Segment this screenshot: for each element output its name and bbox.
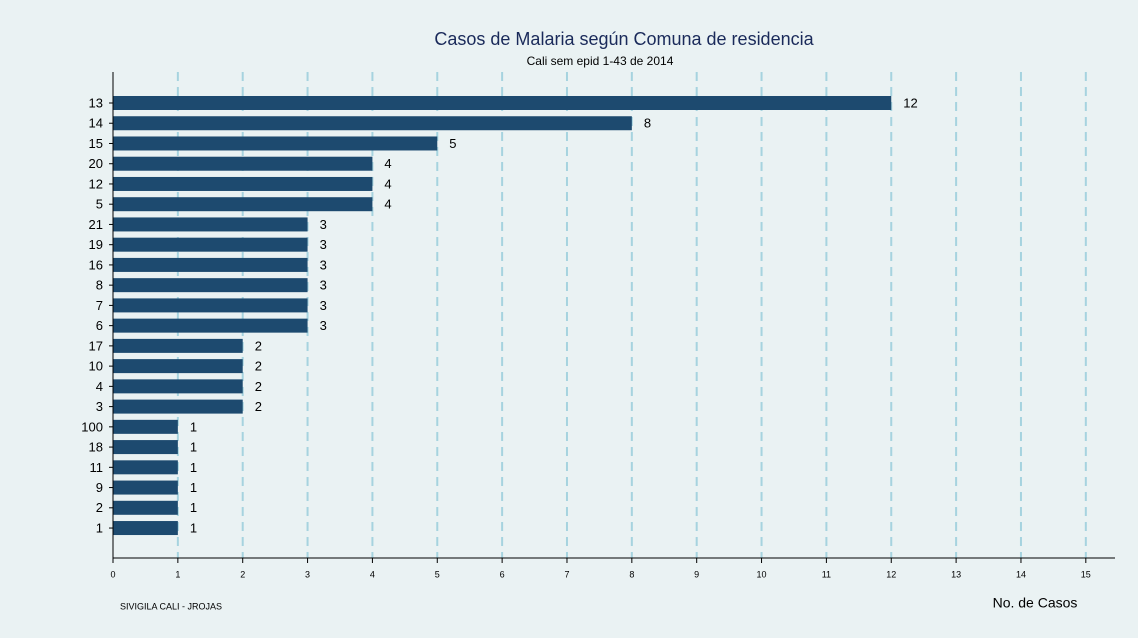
x-tick-label: 1 <box>175 569 180 579</box>
value-label: 8 <box>644 116 651 131</box>
bar <box>113 278 308 293</box>
bar <box>113 419 178 434</box>
y-tick-label: 17 <box>89 338 103 353</box>
value-label: 2 <box>255 399 262 414</box>
x-axis-label: No. de Casos <box>993 595 1078 611</box>
y-tick-label: 3 <box>96 399 103 414</box>
x-tick-label: 11 <box>822 569 831 579</box>
value-label: 2 <box>255 359 262 374</box>
value-label: 1 <box>190 440 197 455</box>
value-label: 1 <box>190 500 197 515</box>
bar <box>113 399 243 414</box>
x-tick-label: 3 <box>305 569 310 579</box>
bar <box>113 237 308 252</box>
chart-subtitle: Cali sem epid 1-43 de 2014 <box>527 54 674 68</box>
value-label: 4 <box>384 156 391 171</box>
bar <box>113 96 892 110</box>
x-tick-label: 10 <box>757 569 767 579</box>
y-tick-label: 1 <box>96 520 103 535</box>
y-tick-label: 2 <box>96 500 103 515</box>
y-tick-label: 5 <box>96 197 103 212</box>
value-label: 12 <box>903 95 917 110</box>
value-label: 1 <box>190 419 197 434</box>
y-tick-label: 9 <box>96 480 103 495</box>
bar <box>113 156 373 171</box>
source-note: SIVIGILA CALI - JROJAS <box>120 601 222 611</box>
value-label: 3 <box>320 257 327 272</box>
y-tick-label: 21 <box>89 217 103 232</box>
x-tick-label: 12 <box>886 569 896 579</box>
bar <box>113 338 243 353</box>
y-tick-label: 12 <box>89 176 103 191</box>
y-tick-label: 7 <box>96 298 103 313</box>
value-label: 4 <box>384 176 391 191</box>
value-label: 3 <box>320 318 327 333</box>
x-tick-label: 9 <box>694 569 699 579</box>
bar <box>113 521 178 536</box>
y-tick-label: 19 <box>89 237 103 252</box>
bar <box>113 197 373 212</box>
bar <box>113 217 308 232</box>
bar <box>113 257 308 272</box>
x-tick-label: 8 <box>629 569 634 579</box>
value-label: 3 <box>320 278 327 293</box>
value-label: 2 <box>255 379 262 394</box>
bar <box>113 318 308 333</box>
bar <box>113 500 178 515</box>
bar <box>113 379 243 394</box>
x-tick-label: 4 <box>370 569 375 579</box>
y-tick-label: 20 <box>89 156 103 171</box>
x-tick-label: 0 <box>110 569 115 579</box>
y-tick-label: 13 <box>89 95 103 110</box>
value-label: 4 <box>384 197 391 212</box>
x-tick-label: 5 <box>435 569 440 579</box>
bar <box>113 440 178 455</box>
value-label: 2 <box>255 338 262 353</box>
bar <box>113 480 178 495</box>
y-tick-label: 4 <box>96 379 103 394</box>
bar <box>113 359 243 374</box>
bar <box>113 298 308 313</box>
x-tick-label: 13 <box>951 569 961 579</box>
bar <box>113 460 178 475</box>
x-tick-label: 14 <box>1016 569 1026 579</box>
grid <box>176 72 1087 558</box>
value-label: 3 <box>320 237 327 252</box>
y-tick-label: 6 <box>96 318 103 333</box>
x-tick-label: 15 <box>1081 569 1091 579</box>
x-tick-label: 2 <box>240 569 245 579</box>
y-tick-label: 16 <box>89 257 103 272</box>
value-label: 3 <box>320 217 327 232</box>
chart-title: Casos de Malaria según Comuna de residen… <box>434 29 814 49</box>
y-tick-label: 14 <box>89 116 103 131</box>
value-label: 1 <box>190 480 197 495</box>
value-label: 5 <box>449 136 456 151</box>
bar <box>113 176 373 191</box>
x-tick-label: 7 <box>564 569 569 579</box>
x-tick-label: 6 <box>500 569 505 579</box>
y-tick-label: 8 <box>96 278 103 293</box>
value-label: 1 <box>190 460 197 475</box>
y-tick-label: 10 <box>89 359 103 374</box>
y-tick-label: 15 <box>89 136 103 151</box>
bar <box>113 136 438 151</box>
y-tick-label: 100 <box>81 419 103 434</box>
bar <box>113 116 632 131</box>
y-tick-label: 11 <box>90 460 104 475</box>
y-tick-label: 18 <box>89 440 103 455</box>
value-label: 1 <box>190 520 197 535</box>
value-label: 3 <box>320 298 327 313</box>
